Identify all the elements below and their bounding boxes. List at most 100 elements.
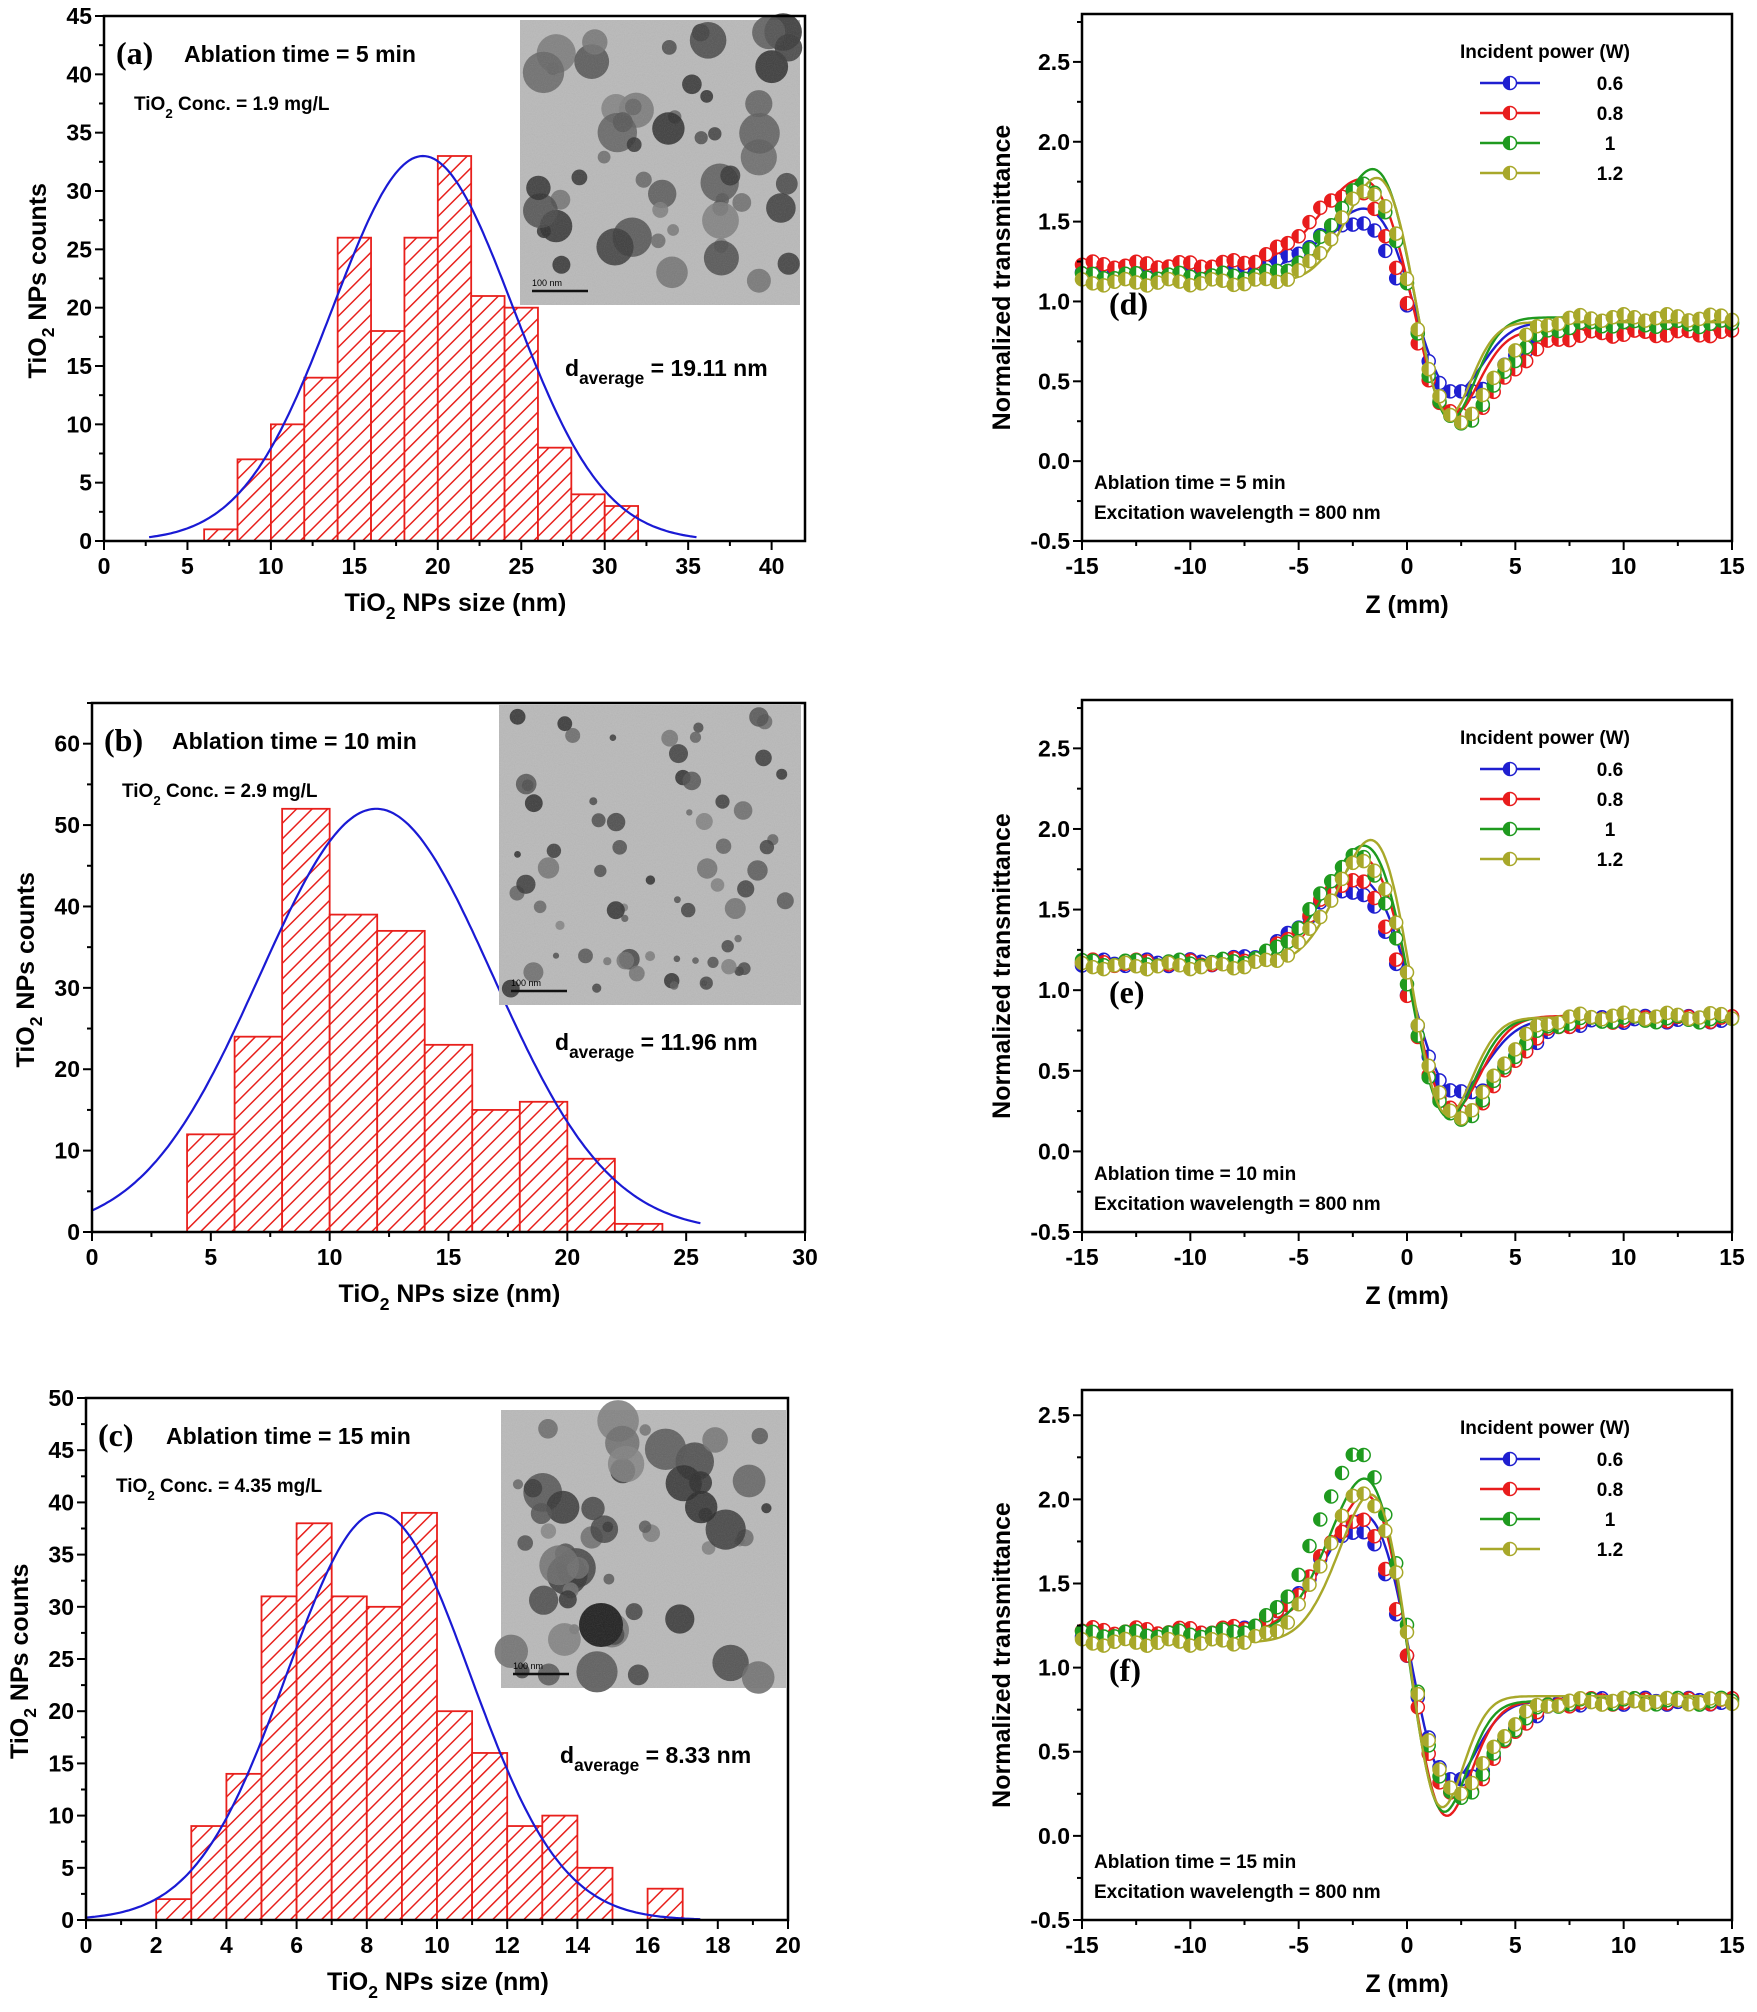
y-axis-label-sub: 2 bbox=[20, 1708, 40, 1718]
panel-label: (c) bbox=[98, 1417, 134, 1453]
zscan-panel-f: -15 -10 -5 0 5 10 15 -0.5 0.0 0.5 1.0 1.5 2.0 2.5 Z (m… bbox=[988, 1388, 1745, 1998]
marker-fill bbox=[1400, 272, 1408, 286]
data-point bbox=[1161, 1631, 1176, 1647]
marker-fill bbox=[1400, 989, 1407, 1003]
marker-fill bbox=[1335, 872, 1342, 886]
y-axis-label: Normalized transmittance bbox=[988, 813, 1016, 1119]
average-size-label-suffix: = 11.96 nm bbox=[634, 1029, 757, 1055]
x-tick-label: 30 bbox=[592, 553, 618, 579]
marker-fill bbox=[1183, 1639, 1191, 1653]
marker-fill bbox=[1530, 319, 1537, 333]
y-tick-label: 10 bbox=[66, 411, 92, 437]
y-tick-label: -0.5 bbox=[1030, 528, 1070, 554]
marker-fill bbox=[1541, 1699, 1548, 1713]
data-point bbox=[1280, 272, 1296, 287]
histogram-bar bbox=[203, 528, 239, 542]
marker-fill bbox=[1313, 887, 1321, 901]
marker-fill bbox=[1617, 1006, 1624, 1020]
x-tick-label: 15 bbox=[342, 553, 368, 579]
data-point bbox=[1388, 952, 1404, 967]
histogram-bar bbox=[260, 1595, 298, 1921]
marker-fill bbox=[1302, 902, 1310, 916]
marker-fill bbox=[1097, 278, 1104, 292]
series-1_2 bbox=[1074, 176, 1740, 430]
histogram-bar bbox=[281, 807, 331, 1233]
legend-entry: 1 bbox=[1605, 134, 1616, 155]
y-tick-label: 2.5 bbox=[1038, 1402, 1070, 1428]
x-tick-label: 0 bbox=[86, 1244, 99, 1270]
x-tick-label: 10 bbox=[1611, 1932, 1637, 1958]
marker-fill bbox=[1248, 1629, 1256, 1643]
y-tick-label: 45 bbox=[48, 1437, 74, 1463]
data-point bbox=[1475, 387, 1491, 403]
x-axis-label-prefix: TiO bbox=[327, 1968, 368, 1996]
marker-fill bbox=[1227, 253, 1234, 267]
data-point bbox=[1269, 263, 1285, 279]
data-point bbox=[1334, 210, 1350, 225]
marker-fill bbox=[1552, 1699, 1559, 1713]
marker-fill bbox=[1151, 1636, 1158, 1650]
marker-fill bbox=[1476, 388, 1483, 402]
data-point bbox=[1464, 1775, 1480, 1791]
marker-fill bbox=[1086, 255, 1093, 269]
data-point bbox=[1583, 1694, 1599, 1710]
marker-fill bbox=[1270, 264, 1278, 278]
x-tick-label: 10 bbox=[1611, 1244, 1637, 1270]
marker-fill bbox=[1216, 1623, 1223, 1637]
data-point bbox=[1367, 187, 1382, 202]
x-tick-label: 30 bbox=[792, 1244, 818, 1270]
data-point bbox=[1269, 953, 1285, 969]
tem-inset-image: 100 nm bbox=[494, 1400, 786, 1694]
marker-fill bbox=[1519, 1027, 1527, 1041]
marker-fill bbox=[1194, 1636, 1202, 1650]
x-tick-label: 15 bbox=[436, 1244, 462, 1270]
marker-fill bbox=[1378, 1524, 1386, 1538]
x-axis-label-suffix: NPs size (nm) bbox=[389, 1280, 560, 1308]
data-point bbox=[1605, 1008, 1621, 1024]
marker-fill bbox=[1259, 953, 1267, 967]
data-point bbox=[1128, 275, 1144, 290]
marker-fill bbox=[1086, 1637, 1093, 1651]
legend-marker-fill bbox=[1503, 852, 1510, 866]
marker-fill bbox=[1628, 1694, 1635, 1708]
marker-fill bbox=[1075, 272, 1083, 286]
data-point bbox=[1518, 1704, 1534, 1719]
marker-fill bbox=[1400, 1625, 1407, 1639]
data-point bbox=[1248, 1628, 1263, 1644]
y-tick-label: 50 bbox=[54, 812, 80, 838]
marker-fill bbox=[1422, 1733, 1429, 1747]
histogram-bar bbox=[303, 376, 339, 542]
excitation-wavelength-note: Excitation wavelength = 800 nm bbox=[1094, 503, 1381, 524]
data-point bbox=[1388, 915, 1404, 930]
data-point bbox=[1323, 893, 1339, 908]
data-point bbox=[1367, 863, 1382, 879]
marker-fill bbox=[1302, 254, 1310, 268]
y-tick-label: 15 bbox=[48, 1750, 74, 1776]
marker-fill bbox=[1129, 959, 1137, 973]
data-point bbox=[1334, 1508, 1350, 1523]
data-point bbox=[1562, 1009, 1577, 1024]
excitation-wavelength-note: Excitation wavelength = 800 nm bbox=[1094, 1882, 1381, 1903]
marker-fill bbox=[1563, 1694, 1570, 1708]
y-axis-label-suffix: NPs counts bbox=[24, 183, 52, 327]
marker-fill bbox=[1346, 856, 1353, 870]
data-point bbox=[1237, 276, 1252, 292]
marker-fill bbox=[1270, 275, 1278, 289]
data-point bbox=[1378, 243, 1393, 259]
data-point bbox=[1540, 1017, 1556, 1032]
legend: Incident power (W) 0.6 0.8 1 1.2 bbox=[1460, 728, 1630, 871]
series-1_2 bbox=[1074, 838, 1740, 1126]
marker-fill bbox=[1682, 313, 1689, 327]
panel-label: (b) bbox=[104, 722, 143, 758]
marker-fill bbox=[1357, 854, 1364, 868]
histogram-bar bbox=[270, 423, 306, 542]
marker-fill bbox=[1086, 960, 1093, 974]
x-axis-label: Z (mm) bbox=[1365, 591, 1448, 619]
excitation-wavelength-note: Excitation wavelength = 800 nm bbox=[1094, 1194, 1381, 1215]
legend: Incident power (W) 0.6 0.8 1 1.2 bbox=[1460, 1418, 1630, 1561]
legend-marker-fill bbox=[1503, 792, 1510, 806]
x-tick-label: -15 bbox=[1065, 1244, 1098, 1270]
concentration-label-prefix: TiO bbox=[122, 781, 153, 802]
data-point bbox=[1367, 1470, 1382, 1485]
marker-fill bbox=[1302, 922, 1310, 936]
